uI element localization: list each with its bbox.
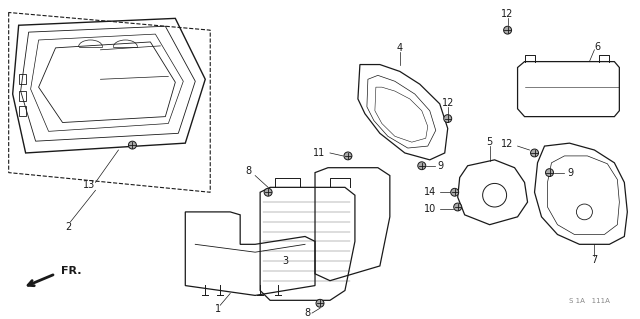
Text: 9: 9 [438, 161, 444, 171]
Text: 11: 11 [313, 148, 325, 158]
Text: 2: 2 [65, 222, 72, 232]
Circle shape [531, 149, 538, 157]
Text: 12: 12 [442, 98, 454, 108]
Circle shape [418, 162, 426, 170]
Text: 14: 14 [424, 187, 436, 197]
Text: 3: 3 [282, 256, 288, 266]
Text: 7: 7 [591, 255, 598, 265]
Text: 13: 13 [83, 180, 95, 190]
Text: 4: 4 [397, 43, 403, 53]
Text: 12: 12 [501, 10, 514, 19]
Text: S 1A   111A: S 1A 111A [569, 298, 610, 304]
Circle shape [316, 299, 324, 307]
Text: 12: 12 [501, 139, 513, 149]
Circle shape [504, 26, 511, 34]
Text: 8: 8 [245, 166, 252, 176]
Circle shape [444, 115, 452, 122]
Text: FR.: FR. [61, 266, 81, 276]
Text: 9: 9 [568, 167, 573, 178]
Text: 10: 10 [424, 204, 436, 214]
Text: 8: 8 [304, 308, 310, 318]
Circle shape [454, 203, 461, 211]
Circle shape [545, 169, 554, 176]
Circle shape [264, 188, 272, 196]
Text: 5: 5 [486, 137, 493, 147]
Circle shape [344, 152, 352, 160]
Text: 1: 1 [215, 304, 221, 314]
Circle shape [129, 141, 136, 149]
Circle shape [451, 188, 459, 196]
Text: 6: 6 [595, 42, 600, 52]
